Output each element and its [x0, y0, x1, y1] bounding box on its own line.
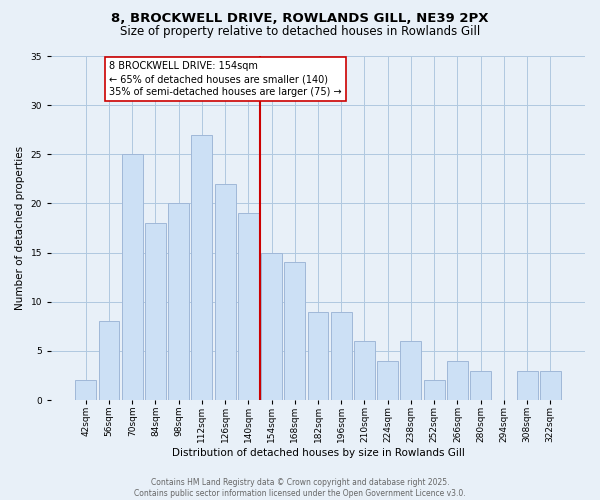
Text: Contains HM Land Registry data © Crown copyright and database right 2025.
Contai: Contains HM Land Registry data © Crown c…	[134, 478, 466, 498]
Bar	[122, 154, 143, 400]
Bar	[168, 204, 189, 400]
Bar	[98, 322, 119, 400]
Bar	[517, 370, 538, 400]
Bar	[238, 214, 259, 400]
Text: 8, BROCKWELL DRIVE, ROWLANDS GILL, NE39 2PX: 8, BROCKWELL DRIVE, ROWLANDS GILL, NE39 …	[111, 12, 489, 26]
Bar	[261, 252, 282, 400]
Bar	[284, 262, 305, 400]
Bar	[76, 380, 96, 400]
Text: Size of property relative to detached houses in Rowlands Gill: Size of property relative to detached ho…	[120, 25, 480, 38]
Bar	[308, 312, 328, 400]
Y-axis label: Number of detached properties: Number of detached properties	[15, 146, 25, 310]
Text: 8 BROCKWELL DRIVE: 154sqm
← 65% of detached houses are smaller (140)
35% of semi: 8 BROCKWELL DRIVE: 154sqm ← 65% of detac…	[109, 61, 341, 98]
Bar	[215, 184, 236, 400]
Bar	[377, 360, 398, 400]
Bar	[400, 341, 421, 400]
Bar	[540, 370, 561, 400]
Bar	[331, 312, 352, 400]
Bar	[470, 370, 491, 400]
Bar	[424, 380, 445, 400]
Bar	[145, 223, 166, 400]
Bar	[354, 341, 375, 400]
Bar	[447, 360, 468, 400]
X-axis label: Distribution of detached houses by size in Rowlands Gill: Distribution of detached houses by size …	[172, 448, 464, 458]
Bar	[191, 134, 212, 400]
